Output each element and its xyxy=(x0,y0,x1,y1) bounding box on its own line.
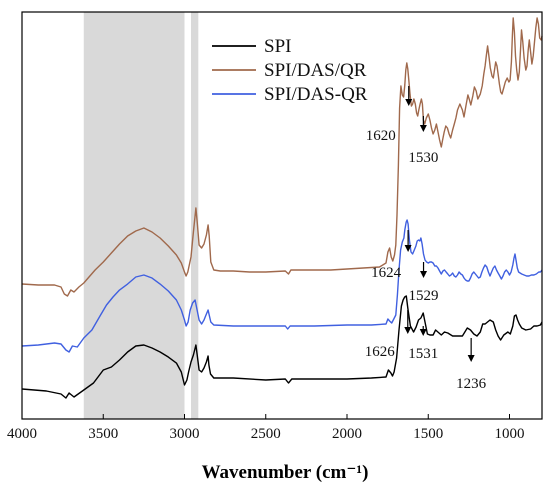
annotation-arrowhead-1236 xyxy=(467,355,475,362)
legend-label-spi: SPI xyxy=(264,36,291,57)
peak-annotations: 1620 1530 1624 1529 1626 1531 1236 xyxy=(365,86,487,392)
x-tick-label-3000: 3000 xyxy=(170,426,200,442)
annotation-arrowhead-1624 xyxy=(404,245,412,252)
x-tick-label-3500: 3500 xyxy=(88,426,118,442)
annotation-label-1626: 1626 xyxy=(365,344,396,360)
x-axis-title: Wavenumber (cm⁻¹) xyxy=(202,462,369,483)
x-tick-label-2000: 2000 xyxy=(332,426,362,442)
series-line-spi-das-qr xyxy=(21,17,543,297)
annotation-label-1530: 1530 xyxy=(408,150,438,166)
x-tick-label-1500: 1500 xyxy=(413,426,443,442)
annotation-label-1620: 1620 xyxy=(366,128,396,144)
x-tick-label-4000: 4000 xyxy=(7,426,37,442)
annotation-arrowhead-1626 xyxy=(404,327,412,334)
annotation-label-1529: 1529 xyxy=(409,288,439,304)
legend-label-spi-das-qr: SPI/DAS-QR xyxy=(264,84,368,105)
x-tick-label-1000: 1000 xyxy=(495,426,525,442)
shaded-region-1 xyxy=(83,12,185,419)
annotation-arrowhead-1529 xyxy=(420,271,428,278)
plot-frame xyxy=(21,11,543,420)
annotation-label-1531: 1531 xyxy=(408,346,438,362)
annotation-arrowhead-1531 xyxy=(419,329,427,336)
annotation-label-1624: 1624 xyxy=(371,265,402,281)
series-lines xyxy=(21,17,543,399)
annotation-arrowhead-1620 xyxy=(405,99,413,106)
series-line-spi xyxy=(21,295,543,399)
annotation-arrowhead-1530 xyxy=(419,125,427,132)
legend: SPI SPI/DAS/QR SPI/DAS-QR xyxy=(212,36,368,105)
x-axis-ticks: 4000 3500 3000 2500 2000 1500 1000 xyxy=(7,414,525,442)
x-tick-label-2500: 2500 xyxy=(251,426,281,442)
series-line-spi-das-qr xyxy=(21,219,543,353)
annotation-label-1236: 1236 xyxy=(456,376,487,392)
shaded-regions xyxy=(83,12,199,419)
legend-label-spi-das-qr: SPI/DAS/QR xyxy=(264,60,367,81)
